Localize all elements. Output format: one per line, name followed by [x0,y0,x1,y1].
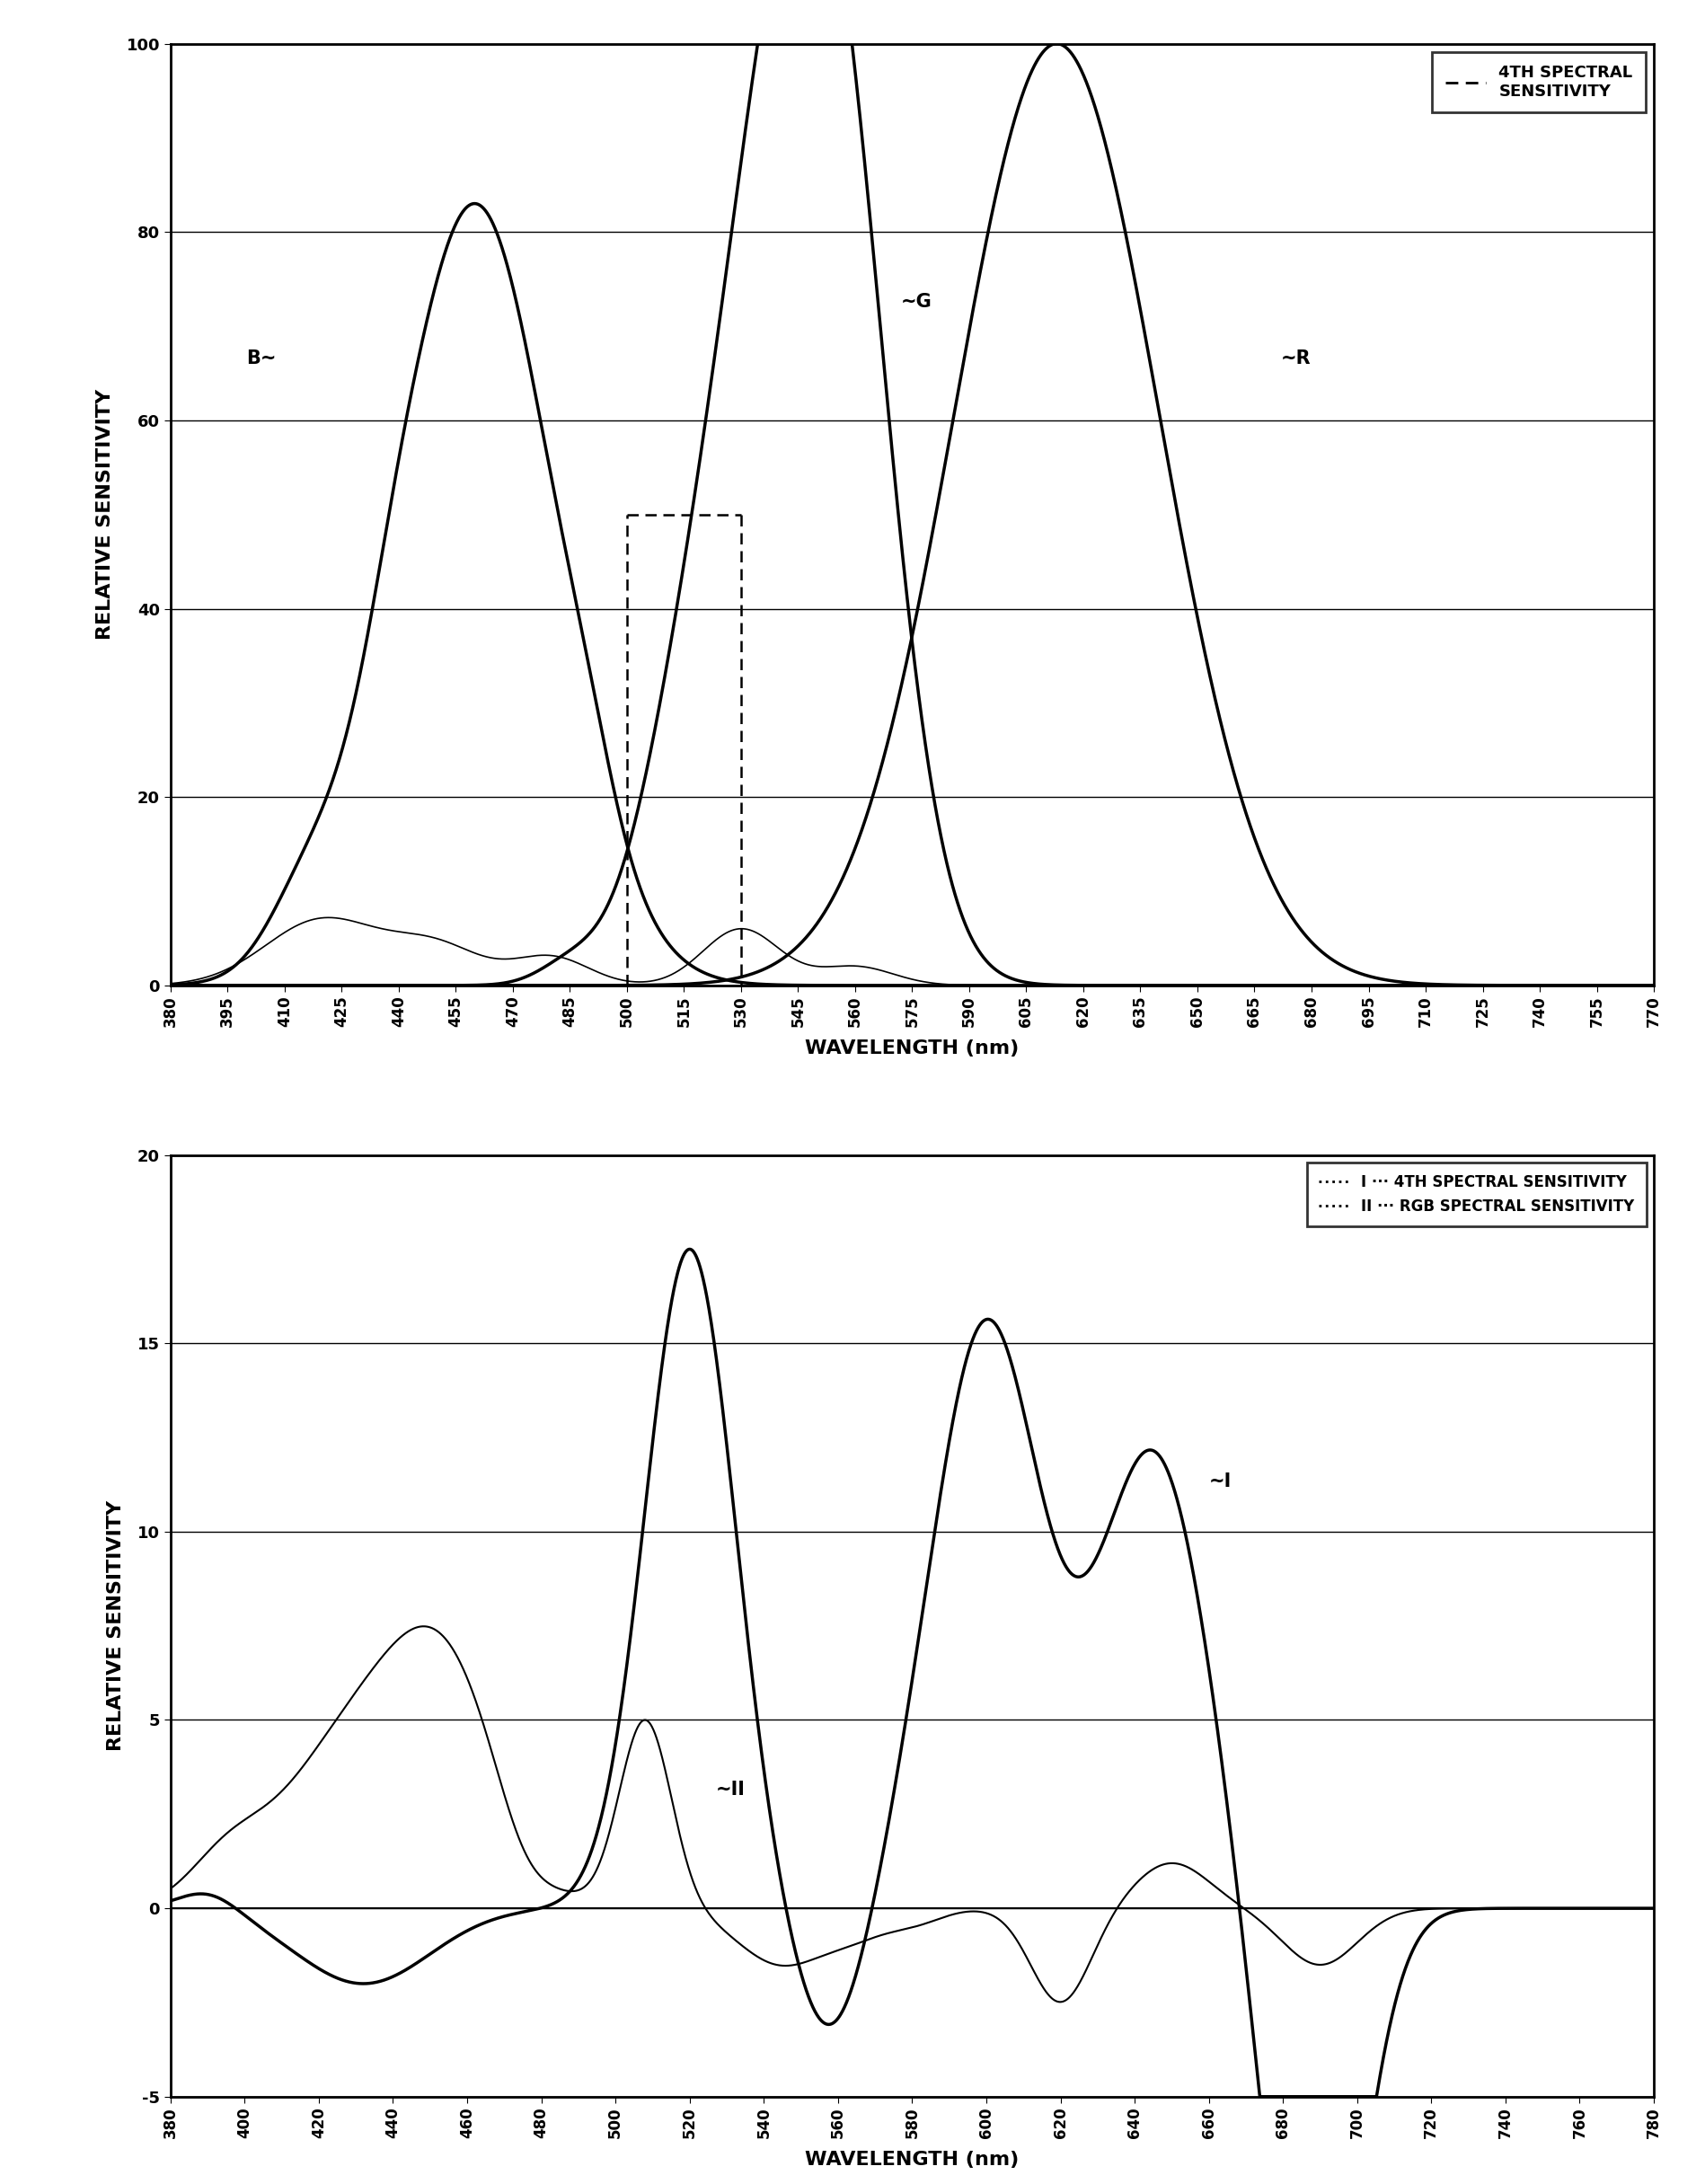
Text: ~R: ~R [1280,349,1311,367]
X-axis label: WAVELENGTH (nm): WAVELENGTH (nm) [805,2151,1020,2169]
Text: ~I: ~I [1209,1472,1231,1489]
Text: ~II: ~II [716,1780,745,1800]
Y-axis label: RELATIVE SENSITIVITY: RELATIVE SENSITIVITY [95,389,114,640]
Text: B~: B~ [247,349,276,367]
Text: ~G: ~G [900,293,933,310]
Legend: I ··· 4TH SPECTRAL SENSITIVITY, II ··· RGB SPECTRAL SENSITIVITY: I ··· 4TH SPECTRAL SENSITIVITY, II ··· R… [1308,1162,1647,1225]
Y-axis label: RELATIVE SENSITIVITY: RELATIVE SENSITIVITY [107,1500,124,1752]
X-axis label: WAVELENGTH (nm): WAVELENGTH (nm) [805,1040,1020,1057]
Legend: 4TH SPECTRAL
SENSITIVITY: 4TH SPECTRAL SENSITIVITY [1432,52,1645,114]
